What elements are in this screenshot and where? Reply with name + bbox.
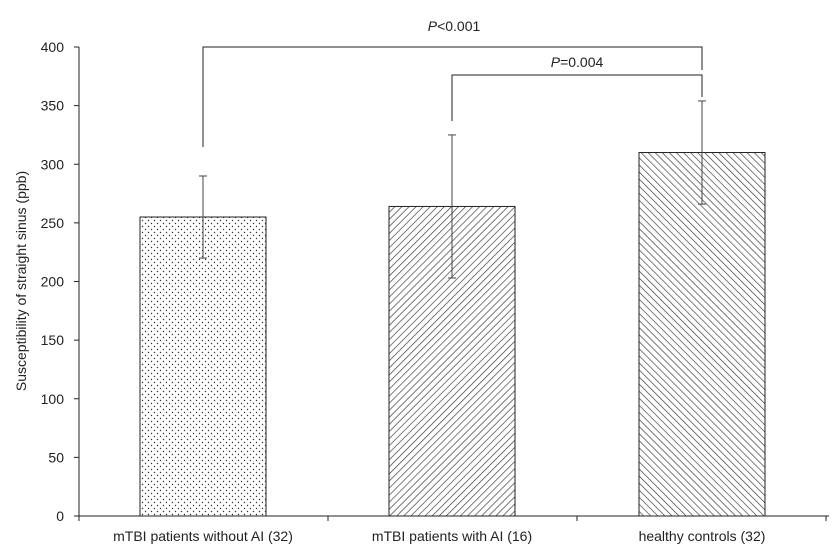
y-tick-label-200: 200 bbox=[41, 274, 65, 290]
bar-1 bbox=[139, 216, 267, 517]
y-tick-label-0: 0 bbox=[56, 508, 64, 524]
y-tick-label-150: 150 bbox=[41, 332, 65, 348]
y-tick-label-100: 100 bbox=[41, 391, 65, 407]
significance-bracket-1 bbox=[202, 46, 703, 147]
y-tick-label-350: 350 bbox=[41, 98, 65, 114]
significance-bracket-2 bbox=[451, 74, 703, 121]
x-tick-label-1: mTBI patients without AI (32) bbox=[113, 528, 293, 544]
bar-3 bbox=[638, 152, 766, 517]
significance-label-2: P=0.004 bbox=[551, 54, 604, 70]
y-tick-label-50: 50 bbox=[48, 449, 64, 465]
x-tick-label-3: healthy controls (32) bbox=[639, 528, 766, 544]
y-tick-label-250: 250 bbox=[41, 215, 65, 231]
significance-label-1: P<0.001 bbox=[428, 18, 481, 34]
plot-area: 0 50 100 150 200 250 300 350 400 mTBI patients wi… bbox=[41, 18, 829, 544]
y-tick-label-400: 400 bbox=[41, 39, 65, 55]
y-axis-label: Susceptibility of straight sinus (ppb) bbox=[13, 171, 29, 391]
x-tick-label-2: mTBI patients with AI (16) bbox=[372, 528, 532, 544]
y-tick-label-300: 300 bbox=[41, 156, 65, 172]
